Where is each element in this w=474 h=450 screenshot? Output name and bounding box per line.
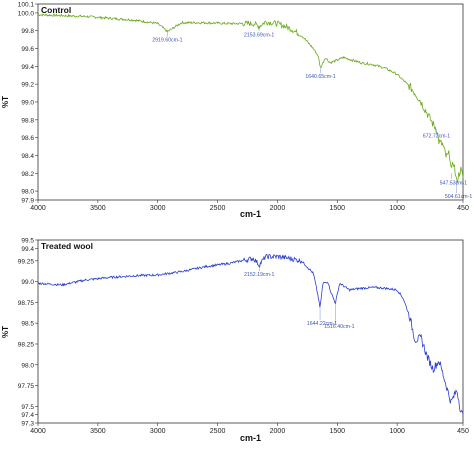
y-tick-label: 98.75 (18, 300, 35, 307)
x-tick-label: 1500 (330, 428, 346, 435)
x-tick-label: 1000 (389, 428, 405, 435)
y-tick-label: 99.4 (21, 64, 34, 71)
x-tick-label: 2500 (210, 205, 226, 212)
y-tick-label: 98.5 (21, 321, 34, 328)
x-tick-label: 2000 (270, 428, 286, 435)
peak-annotation: 504.61cm-1 (445, 194, 473, 200)
plot-area (37, 3, 464, 201)
peak-annotation: 1640.65cm-1 (305, 74, 335, 80)
peak-annotation: 1516.40cm-1 (324, 324, 354, 330)
x-tick-label: 450 (457, 205, 469, 212)
peak-annotation: 672.72cm-1 (423, 134, 451, 140)
y-tick-label: 100.1 (18, 2, 35, 9)
y-tick-label: 99.0 (21, 100, 34, 107)
x-tick-label: 3000 (150, 428, 166, 435)
y-tick-label: 98.0 (21, 189, 34, 196)
y-tick-label: 99.8 (21, 28, 34, 35)
y-tick-label: 98.2 (21, 171, 34, 178)
y-tick-label: 99.2 (21, 82, 34, 89)
x-tick-label: 3500 (90, 205, 106, 212)
chart-title: Treated wool (41, 241, 93, 251)
y-tick-label: 97.75 (18, 383, 35, 390)
y-tick-label: 99.0 (21, 279, 34, 286)
y-tick-label: 98.0 (21, 362, 34, 369)
x-tick-label: 2000 (270, 205, 286, 212)
y-tick-label: 97.9 (21, 198, 34, 205)
y-tick-label: 99.6 (21, 46, 34, 53)
chart-title: Control (41, 5, 71, 15)
y-axis-label: %T (1, 96, 10, 108)
peak-annotation: 547.53cm-1 (440, 180, 468, 186)
y-tick-label: 97.4 (21, 412, 34, 419)
x-axis-label: cm-1 (240, 433, 261, 443)
y-tick-label: 99.25 (18, 258, 35, 265)
y-tick-label: 98.6 (21, 135, 34, 142)
x-tick-label: 4000 (30, 205, 46, 212)
plot-area (37, 239, 464, 424)
x-tick-label: 3500 (90, 428, 106, 435)
y-tick-label: 98.8 (21, 117, 34, 124)
chart-panel-1: 97.9 98.0 98.2 98.4 98.6 98.8 99.0 99.2 99.4 99.6… (1, 2, 472, 220)
peak-annotation: 2152.19cm-1 (244, 272, 274, 278)
x-tick-label: 1000 (389, 205, 405, 212)
series-line-1 (37, 13, 464, 184)
y-axis-label: %T (1, 326, 10, 338)
chart-panel-2: 97.3 97.497.5 97.75 98.0 98.25 98.5 98.75 99.0 9… (1, 238, 469, 444)
x-tick-label: 4000 (30, 428, 46, 435)
peak-annotation: 2153.69cm-1 (244, 32, 274, 38)
y-tick-label: 98.4 (21, 153, 34, 160)
x-tick-label: 1500 (330, 205, 346, 212)
peak-annotation: 1644.22cm-1 (307, 321, 337, 327)
x-tick-label: 3000 (150, 205, 166, 212)
series-line-1 (37, 253, 464, 415)
y-tick-label: 99.4 (21, 246, 34, 253)
x-tick-label: 2500 (210, 428, 226, 435)
y-tick-label: 98.25 (18, 341, 35, 348)
y-tick-label: 97.3 (21, 421, 34, 428)
y-tick-label: 97.5 (21, 404, 34, 411)
y-tick-label: 100.0 (18, 10, 35, 17)
y-tick-label: 99.5 (21, 238, 34, 245)
x-tick-label: 450 (457, 428, 469, 435)
peak-annotation: 2919.60cm-1 (152, 38, 182, 44)
x-axis-label: cm-1 (240, 209, 261, 219)
